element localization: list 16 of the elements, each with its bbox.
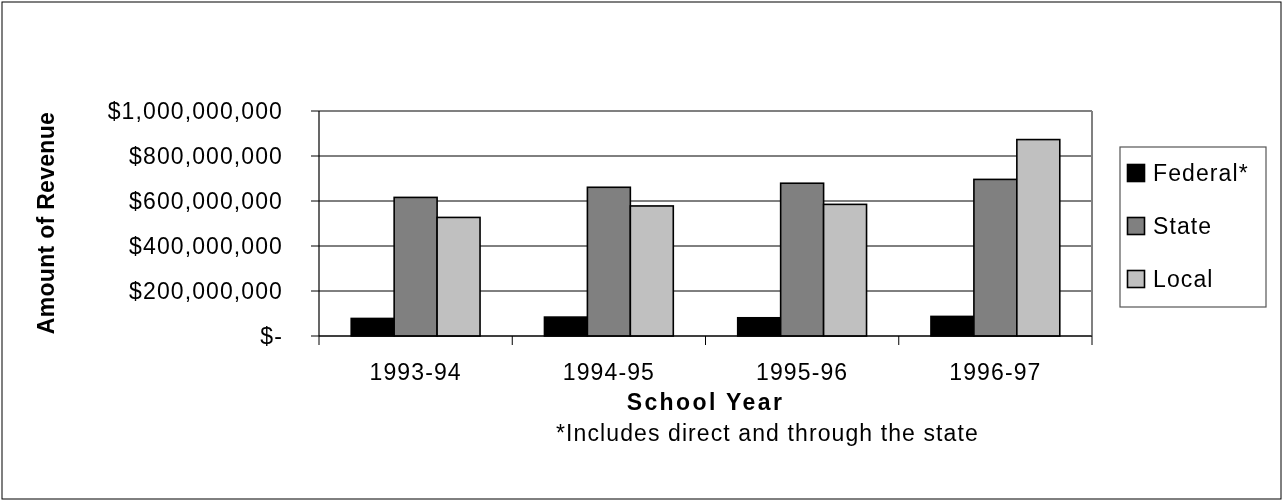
y-tick-label: $200,000,000 (129, 278, 283, 305)
y-tick-label: $1,000,000,000 (107, 98, 283, 125)
x-tick-label: 1993-94 (369, 359, 462, 386)
y-tick-label: $400,000,000 (129, 233, 283, 260)
legend-label: State (1153, 213, 1213, 240)
x-tick-label: 1994-95 (562, 359, 655, 386)
x-tick-label: 1995-96 (756, 359, 849, 386)
y-tick-label: $600,000,000 (129, 188, 283, 215)
x-tick-label: 1996-97 (949, 359, 1042, 386)
y-axis-title: Amount of Revenue (33, 111, 60, 335)
text: *Includes direct and through the state (556, 420, 979, 447)
legend-label: Local (1153, 266, 1214, 293)
x-axis-title: School Year (626, 389, 785, 416)
y-tick-label: $800,000,000 (129, 143, 283, 170)
y-tick-label: $- (260, 323, 283, 350)
legend-label: Federal* (1153, 160, 1249, 187)
